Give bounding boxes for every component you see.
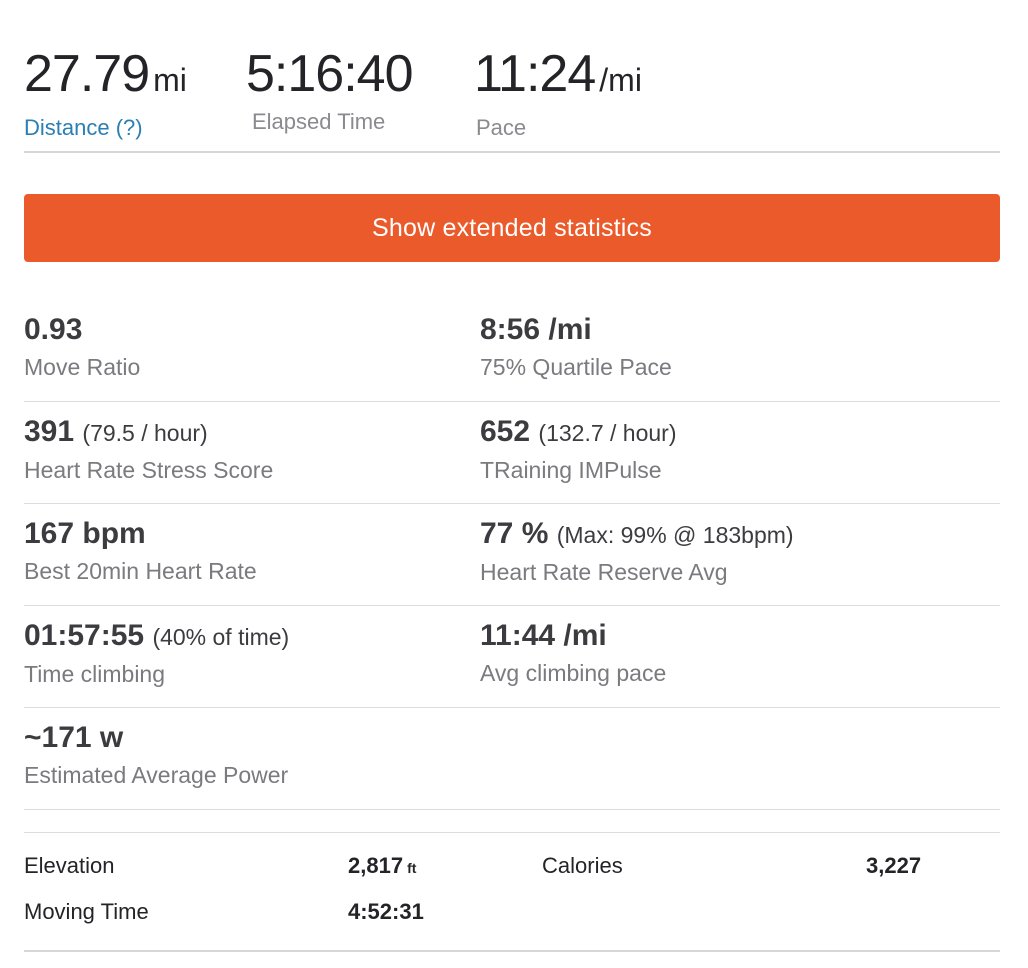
elevation-unit: ft <box>407 860 417 876</box>
elapsed-time-label: Elapsed Time <box>252 109 386 134</box>
elevation-value-line: 2,817 ft <box>348 853 416 879</box>
stat-row: 01:57:55 (40% of time) Time climbing 11:… <box>24 606 1000 708</box>
stat-value-line: 77 % (Max: 99% @ 183bpm) <box>480 514 794 555</box>
calories-value: 3,227 <box>866 853 922 878</box>
hr-reserve-avg-stat: 77 % (Max: 99% @ 183bpm) Heart Rate Rese… <box>480 514 794 587</box>
activity-stats-panel: 27.79 mi Distance (?) 5:16:40 Elapsed Tim… <box>24 0 1000 952</box>
pace-label: Pace <box>476 115 527 140</box>
distance-summary: 27.79 mi Distance (?) <box>24 44 187 142</box>
show-extended-statistics-button[interactable]: Show extended statistics <box>24 194 1000 262</box>
bottom-summary-table: Elevation 2,817 ft Calories 3,227 Moving … <box>24 832 1000 952</box>
stat-label: Estimated Average Power <box>24 762 289 788</box>
pace-unit: /mi <box>599 62 642 98</box>
stat-extra: (79.5 / hour) <box>82 420 208 446</box>
distance-help-link[interactable]: Distance (?) <box>24 115 143 140</box>
stat-label: Best 20min Heart Rate <box>24 558 257 584</box>
stat-label: Heart Rate Stress Score <box>24 457 274 483</box>
stat-value: 77 % <box>480 517 549 550</box>
pace-summary: 11:24/mi Pace <box>474 44 642 142</box>
hr-stress-score-stat: 391 (79.5 / hour) Heart Rate Stress Scor… <box>24 412 273 485</box>
moving-time-label: Moving Time <box>24 899 149 924</box>
time-climbing-stat: 01:57:55 (40% of time) Time climbing <box>24 616 289 689</box>
stat-value: ~171 w <box>24 721 124 754</box>
stat-row: 391 (79.5 / hour) Heart Rate Stress Scor… <box>24 402 1000 504</box>
stat-value-line: 652 (132.7 / hour) <box>480 412 677 453</box>
stat-row: 167 bpm Best 20min Heart Rate 77 % (Max:… <box>24 504 1000 606</box>
calories-label: Calories <box>542 853 623 878</box>
stat-extra: (Max: 99% @ 183bpm) <box>556 522 794 548</box>
stat-extra: (40% of time) <box>152 624 290 650</box>
trimp-stat: 652 (132.7 / hour) TRaining IMPulse <box>480 412 677 485</box>
elapsed-time-summary: 5:16:40 Elapsed Time <box>246 44 413 136</box>
stat-value: 11:44 /mi <box>480 619 607 652</box>
stat-value: 01:57:55 <box>24 619 145 652</box>
moving-time-value: 4:52:31 <box>348 899 424 924</box>
stat-value: 652 <box>480 415 531 448</box>
stat-value-line: 391 (79.5 / hour) <box>24 412 273 453</box>
stat-value: 8:56 /mi <box>480 313 592 346</box>
stat-row: 0.93 Move Ratio 8:56 /mi 75% Quartile Pa… <box>24 300 1000 402</box>
pace-value: 11:24 <box>474 45 596 103</box>
quartile-pace-stat: 8:56 /mi 75% Quartile Pace <box>480 310 672 382</box>
distance-value-line: 27.79 mi <box>24 44 187 110</box>
best-20min-hr-stat: 167 bpm Best 20min Heart Rate <box>24 514 257 586</box>
stat-extra: (132.7 / hour) <box>538 420 677 446</box>
stat-label: Time climbing <box>24 661 166 687</box>
move-ratio-stat: 0.93 Move Ratio <box>24 310 140 382</box>
stat-label: Avg climbing pace <box>480 660 667 686</box>
stat-label: TRaining IMPulse <box>480 457 662 483</box>
elapsed-time-value: 5:16:40 <box>246 45 413 103</box>
elevation-label: Elevation <box>24 853 115 878</box>
stat-label: 75% Quartile Pace <box>480 354 672 380</box>
stat-value: 0.93 <box>24 313 83 346</box>
elevation-value: 2,817 <box>348 853 404 878</box>
stat-value: 167 bpm <box>24 517 146 550</box>
stat-label: Move Ratio <box>24 354 141 380</box>
estimated-power-stat: ~171 w Estimated Average Power <box>24 718 288 790</box>
distance-unit: mi <box>153 62 187 98</box>
distance-value: 27.79 <box>24 45 150 103</box>
stat-row: ~171 w Estimated Average Power <box>24 708 1000 810</box>
avg-climbing-pace-stat: 11:44 /mi Avg climbing pace <box>480 616 666 688</box>
summary-header: 27.79 mi Distance (?) 5:16:40 Elapsed Tim… <box>24 0 1000 153</box>
stat-value: 391 <box>24 415 75 448</box>
stat-label: Heart Rate Reserve Avg <box>480 559 728 585</box>
stat-value-line: 01:57:55 (40% of time) <box>24 616 289 657</box>
pace-value-line: 11:24/mi <box>474 44 642 110</box>
stats-grid: 0.93 Move Ratio 8:56 /mi 75% Quartile Pa… <box>24 300 1000 810</box>
